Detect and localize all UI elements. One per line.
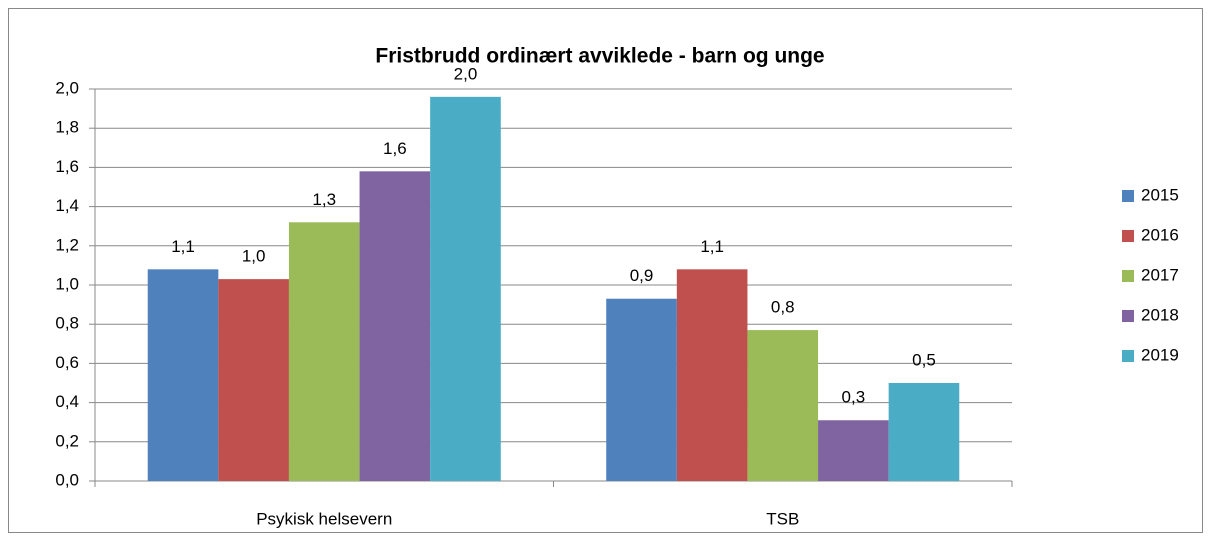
y-tick-label: 1,6 xyxy=(55,157,79,176)
y-tick-label: 1,4 xyxy=(55,196,79,215)
data-label: 0,3 xyxy=(842,388,866,407)
bar xyxy=(430,96,501,481)
data-label: 1,6 xyxy=(383,139,407,158)
y-tick-label: 0,6 xyxy=(55,353,79,372)
bar xyxy=(147,269,219,481)
bar xyxy=(218,279,289,481)
legend-label: 2017 xyxy=(1141,265,1179,284)
x-tick-label: Psykisk helsevern xyxy=(256,509,392,528)
bar xyxy=(606,298,677,481)
bar xyxy=(747,330,819,481)
legend-swatch xyxy=(1122,310,1134,322)
legend-label: 2019 xyxy=(1141,345,1179,364)
bar xyxy=(288,222,360,481)
legend-swatch xyxy=(1122,190,1134,202)
data-label: 0,9 xyxy=(630,266,654,285)
y-tick-label: 0,0 xyxy=(55,470,79,489)
data-label: 1,1 xyxy=(171,237,195,256)
legend-label: 2016 xyxy=(1141,225,1179,244)
legend-swatch xyxy=(1122,230,1134,242)
y-tick-label: 2,0 xyxy=(55,78,79,97)
legend-label: 2018 xyxy=(1141,305,1179,324)
data-label: 1,1 xyxy=(700,237,724,256)
legend-swatch xyxy=(1122,270,1134,282)
legend-swatch xyxy=(1122,350,1134,362)
y-tick-label: 1,8 xyxy=(55,118,79,137)
y-tick-label: 1,0 xyxy=(55,274,79,293)
bar xyxy=(818,420,889,481)
chart-title: Fristbrudd ordinært avviklede - barn og … xyxy=(375,45,824,68)
data-label: 0,8 xyxy=(771,298,795,317)
x-tick-label: TSB xyxy=(766,509,799,528)
y-tick-label: 0,4 xyxy=(55,392,79,411)
data-label: 1,0 xyxy=(242,247,266,266)
data-label: 1,3 xyxy=(312,190,336,209)
bar xyxy=(888,383,960,481)
bar xyxy=(359,171,431,481)
y-tick-label: 0,8 xyxy=(55,314,79,333)
data-label: 0,5 xyxy=(912,350,936,369)
bar xyxy=(676,269,748,481)
y-tick-label: 1,2 xyxy=(55,235,79,254)
data-label: 2,0 xyxy=(454,64,478,83)
y-tick-label: 0,2 xyxy=(55,431,79,450)
legend-label: 2015 xyxy=(1141,185,1179,204)
